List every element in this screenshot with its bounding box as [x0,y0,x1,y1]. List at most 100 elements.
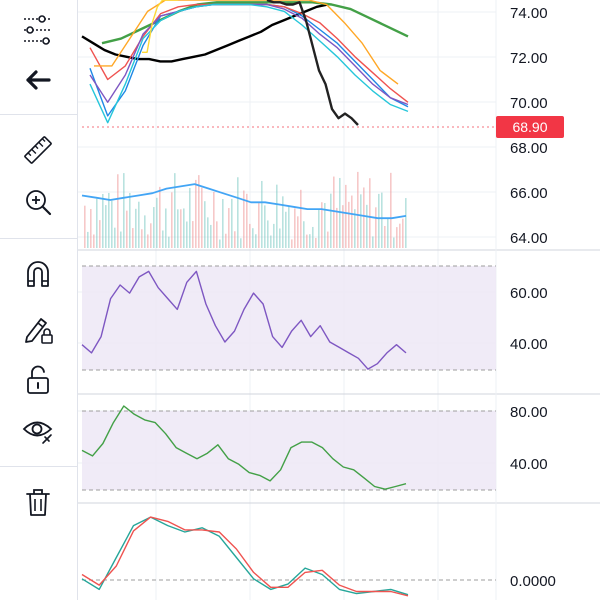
volume-bar [312,226,314,248]
volume-bar [288,206,290,248]
price-series-line [142,0,178,53]
volume-bar [186,221,188,248]
volume-bar [381,192,383,248]
eye-icon[interactable] [14,408,62,452]
price-series-line [89,3,409,106]
volume-bar [120,231,122,248]
magnet-icon[interactable] [14,252,62,296]
volume-bar [360,194,362,248]
volume-bar [117,174,119,248]
price-axis-label: 66.00 [510,185,548,202]
volume-bar [258,202,260,248]
trash-icon[interactable] [14,480,62,524]
volume-bar [276,184,278,248]
volume-bar [300,189,302,248]
macd-axis-labels: 0.0000 [510,573,556,590]
rsi-band [82,266,496,370]
volume-bar [96,198,98,248]
volume-bar [345,184,347,248]
volume-ma-series-line [81,183,407,220]
volume-bar [222,198,224,248]
volume-bar [285,211,287,248]
volume-bar [183,208,185,248]
volume-bar [168,236,170,248]
price-axis-label: 68.00 [510,140,548,157]
price-axis-label: 72.00 [510,50,548,67]
volume-bar [114,227,116,248]
volume-bar [405,198,407,248]
series-layer [81,0,409,597]
back-arrow-icon[interactable] [14,58,62,102]
chart-canvas[interactable]: 74.00 72.00 70.00 68.00 66.00 64.00 60.0… [78,0,600,600]
price-series-line [266,0,359,126]
volume-bar [129,192,131,248]
volume-bar [198,175,200,248]
left-toolbar [0,0,78,600]
volume-bar [219,239,221,248]
volume-bar [399,223,401,248]
chart-area[interactable]: 74.00 72.00 70.00 68.00 66.00 64.00 60.0… [78,0,600,600]
price-axis-label: 64.00 [510,230,548,247]
zoom-in-icon[interactable] [14,180,62,224]
volume-bar [156,197,158,248]
current-price-badge: 68.90 [496,116,564,138]
volume-bar [318,209,320,248]
stoch-axis-label: 80.00 [510,404,548,421]
pane-separators[interactable] [78,249,600,504]
volume-bar [135,208,137,248]
price-series-line [89,3,409,117]
volume-bar [105,205,107,248]
unlock-icon[interactable] [14,358,62,402]
rsi-axis-label: 40.00 [510,336,548,353]
volume-bar [189,187,191,248]
volume-bar [375,207,377,248]
volume-bar [291,239,293,248]
volume-bar [384,225,386,248]
price-series-line [89,3,409,124]
volume-bar [393,237,395,248]
volume-bar [390,172,392,248]
volume-bar [87,231,89,248]
volume-bar [378,193,380,248]
volume-bar [309,234,311,248]
volume-bars [84,171,407,248]
volume-bar [192,221,194,248]
volume-bar [279,228,281,248]
volume-bar [351,195,353,248]
indicators-settings-icon[interactable] [14,8,62,52]
volume-bar [243,190,245,248]
volume-bar [303,221,305,248]
volume-bar [210,224,212,248]
volume-bar [342,205,344,248]
volume-bar [261,180,263,248]
volume-bar [165,208,167,248]
volume-bar [267,220,269,248]
volume-bar [123,173,125,248]
volume-bar [102,193,104,248]
macd-series-line [81,516,409,596]
volume-bar [273,223,275,248]
volume-bar [147,234,149,248]
volume-bar [201,187,203,248]
volume-bar [90,208,92,248]
volume-bar [369,178,371,248]
volume-bar [336,207,338,248]
volume-bar [237,177,239,248]
volume-bar [297,216,299,248]
volume-bar [333,176,335,248]
volume-bar [195,179,197,248]
volume-bar [159,186,161,248]
volume-bar [150,223,152,248]
volume-bar [294,208,296,248]
lock-drawings-icon[interactable] [14,306,62,350]
ruler-icon[interactable] [14,128,62,172]
price-series-line [94,0,399,85]
volume-bar [327,231,329,248]
volume-bar [225,233,227,248]
volume-bar [153,207,155,248]
volume-bar [255,234,257,248]
volume-bar [216,221,218,248]
volume-bar [357,171,359,248]
volume-bar [171,192,173,248]
volume-bar [306,234,308,248]
